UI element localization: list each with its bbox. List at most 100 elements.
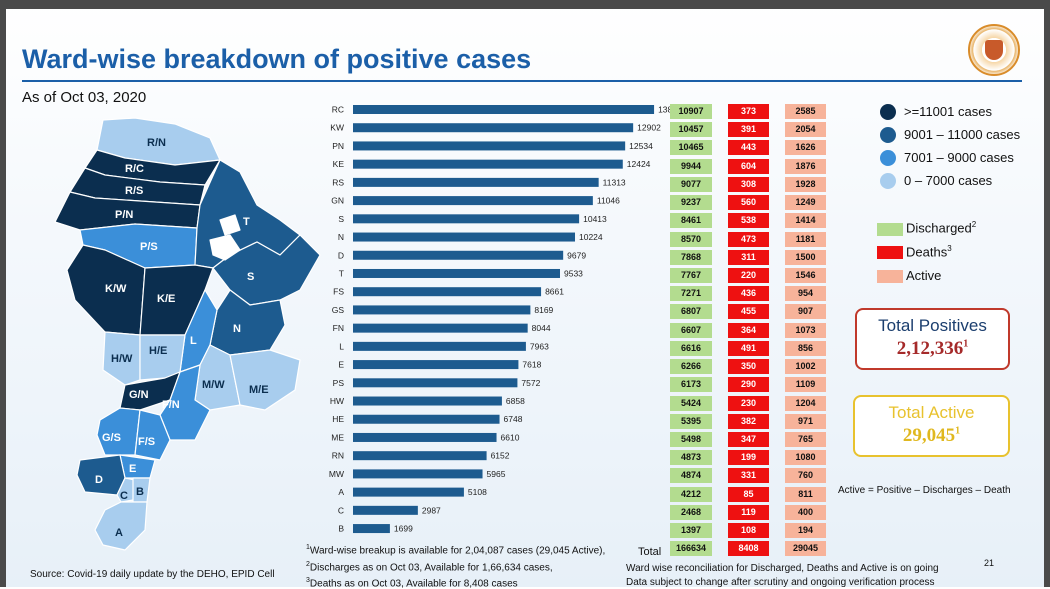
bar-s	[353, 214, 580, 224]
bar-category-label: L	[339, 341, 344, 351]
deaths-cell: 220	[728, 267, 769, 283]
bar-category-label: E	[338, 360, 344, 370]
ward-label: T	[243, 216, 250, 228]
footnote-2: 2Discharges as on Oct 03, Available for …	[306, 561, 553, 574]
deaths-cell: 311	[728, 249, 769, 265]
deaths-cell: 308	[728, 176, 769, 192]
bar-category-label: MW	[329, 469, 344, 479]
active-cell: 1002	[785, 359, 826, 375]
deaths-cell: 455	[728, 304, 769, 320]
deaths-cell: 491	[728, 340, 769, 356]
ward-label: R/C	[125, 163, 144, 175]
active-cell: 2054	[785, 122, 826, 138]
ward-region-island-2	[209, 234, 241, 261]
bar-category-label: KW	[330, 123, 344, 133]
deaths-cell: 347	[728, 431, 769, 447]
ward-region-me	[229, 349, 301, 411]
verification-note: Data subject to change after scrutiny an…	[626, 577, 935, 588]
deaths-cell: 350	[728, 359, 769, 375]
bar-mw	[353, 469, 483, 479]
footnote-3: 3Deaths as on Oct 03, Available for 8,40…	[306, 577, 518, 589]
active-cell: 1546	[785, 267, 826, 283]
deaths-cell: 364	[728, 322, 769, 338]
deaths-total-cell: 8408	[728, 541, 769, 557]
active-cell: 1414	[785, 213, 826, 229]
discharged-cell: 1397	[670, 523, 712, 539]
discharged-cell: 10457	[670, 122, 712, 138]
right-frame-edge	[1044, 9, 1050, 587]
bar-value-label: 5965	[487, 469, 506, 479]
deaths-cell: 473	[728, 231, 769, 247]
as-of-date: As of Oct 03, 2020	[22, 89, 147, 106]
deaths-cell: 119	[728, 504, 769, 520]
bar-value-label: 12534	[629, 141, 653, 151]
ward-label: M/E	[249, 384, 269, 396]
deaths-cell: 108	[728, 523, 769, 539]
bar-ke	[353, 159, 623, 169]
bar-rn	[353, 451, 487, 461]
ward-label: M/W	[202, 379, 225, 391]
bar-gs	[353, 305, 531, 315]
bar-value-label: 9533	[564, 268, 583, 278]
active-cell: 1181	[785, 231, 826, 247]
total-label: Total	[638, 546, 662, 558]
bar-value-label: 11046	[597, 196, 620, 206]
bar-value-label: 6610	[501, 432, 520, 442]
discharged-cell: 7868	[670, 249, 712, 265]
bar-value-label: 8661	[545, 287, 564, 297]
legend-discharged: Discharged2	[906, 220, 977, 236]
bar-he	[353, 414, 500, 424]
active-cell: 907	[785, 304, 826, 320]
top-frame-bar	[0, 0, 1050, 9]
discharged-cell: 6607	[670, 322, 712, 338]
ward-label: C	[120, 490, 128, 502]
ward-label: K/W	[105, 283, 127, 295]
ward-label: H/W	[111, 353, 133, 365]
ward-label: L	[190, 335, 197, 347]
ward-label: G/S	[102, 432, 121, 444]
discharged-cell: 10465	[670, 140, 712, 156]
legend-range-4: 0 – 7000 cases	[904, 173, 993, 188]
bar-me	[353, 432, 497, 442]
total-active-box: Total Active 29,0451	[853, 395, 1010, 457]
bar-category-label: RS	[332, 177, 344, 187]
ward-label: P/S	[140, 241, 158, 253]
discharged-cell: 6173	[670, 377, 712, 393]
deaths-cell: 560	[728, 195, 769, 211]
bar-d	[353, 250, 564, 260]
discharged-cell: 9944	[670, 158, 712, 174]
ward-label: R/N	[147, 137, 166, 149]
bar-value-label: 8044	[532, 323, 551, 333]
deaths-cell: 538	[728, 213, 769, 229]
discharged-cell: 4212	[670, 486, 712, 502]
bar-ps	[353, 378, 518, 388]
active-cell: 760	[785, 468, 826, 484]
ward-region-a	[94, 501, 148, 551]
reconciliation-note: Ward wise reconciliation for Discharged,…	[626, 563, 939, 574]
deaths-cell: 85	[728, 486, 769, 502]
ward-region-fn	[159, 364, 211, 441]
bar-value-label: 8169	[534, 305, 553, 315]
active-cell: 1080	[785, 450, 826, 466]
ward-label: G/N	[129, 389, 149, 401]
ward-label: H/E	[149, 345, 167, 357]
bar-rs	[353, 177, 599, 187]
bar-category-label: C	[338, 505, 344, 515]
title-underline	[22, 80, 1022, 82]
bar-value-label: 11313	[603, 177, 626, 187]
emblem-shield	[985, 40, 1003, 60]
active-cell: 811	[785, 486, 826, 502]
bar-value-label: 6858	[506, 396, 525, 406]
deaths-cell: 331	[728, 468, 769, 484]
footnote-1: 1Ward-wise breakup is available for 2,04…	[306, 544, 606, 557]
bar-value-label: 13865	[658, 105, 670, 115]
bar-category-label: PN	[332, 141, 344, 151]
discharged-cell: 4873	[670, 450, 712, 466]
bar-value-label: 9679	[567, 250, 586, 260]
discharged-cell: 8461	[670, 213, 712, 229]
bar-value-label: 6152	[491, 451, 510, 461]
bar-e	[353, 360, 519, 370]
ward-label: F/N	[162, 399, 180, 411]
ward-label: F/S	[138, 436, 155, 448]
bar-category-label: PS	[333, 378, 345, 388]
